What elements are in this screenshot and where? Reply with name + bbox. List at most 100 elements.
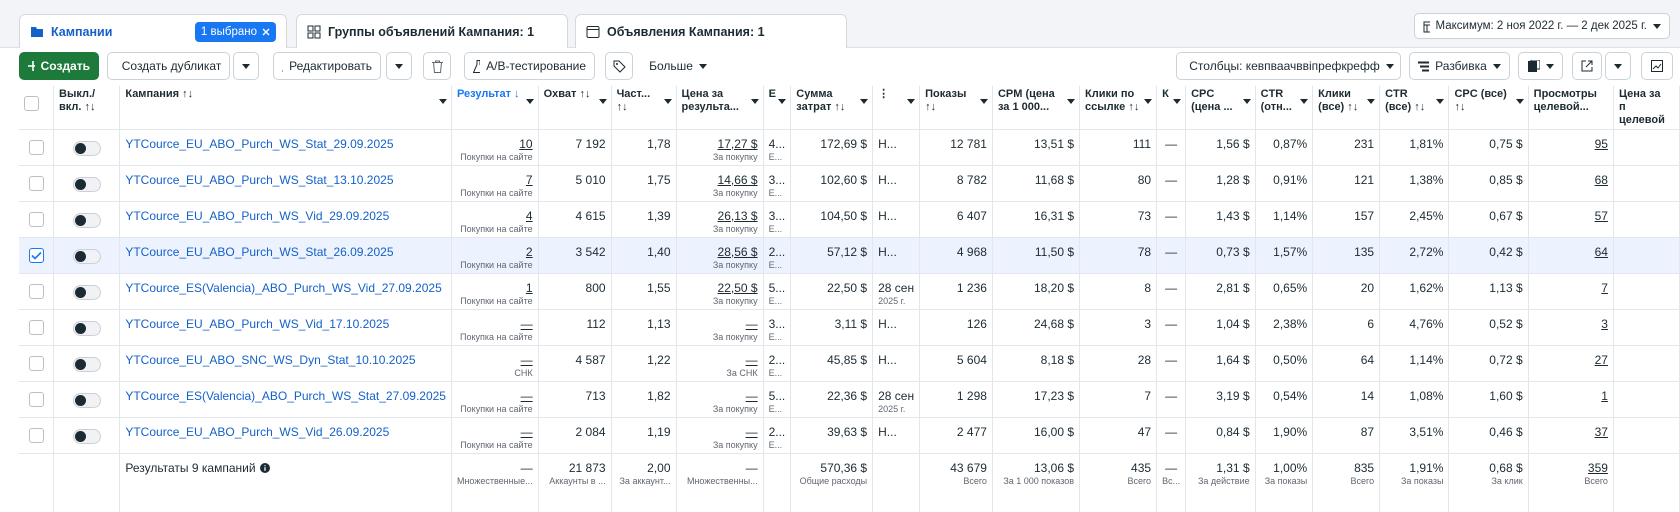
edit-button[interactable]: Редактировать: [273, 52, 381, 80]
campaign-name[interactable]: YTCource_EU_ABO_Purch_WS_Vid_29.09.2025: [125, 209, 390, 223]
column-header[interactable]: Клики по ссылке ↑↓: [1085, 88, 1140, 113]
column-header[interactable]: Е: [768, 88, 776, 100]
cell: 4 Покупки на сайте: [451, 201, 539, 238]
export-menu[interactable]: [1605, 52, 1631, 80]
cell: YTCource_ES(Valencia)_ABO_Purch_WS_Stat_…: [119, 381, 452, 418]
edit-menu[interactable]: [386, 52, 412, 80]
checkbox[interactable]: [28, 392, 44, 407]
cell: 1,31 $ За действие: [1185, 453, 1256, 512]
cell: Н...: [872, 309, 921, 346]
toggle[interactable]: [72, 177, 101, 192]
cell-value: 28 сен: [878, 389, 915, 403]
checkbox[interactable]: [28, 284, 44, 299]
caret: [1300, 99, 1309, 104]
ads-tab[interactable]: Объявления Кампания: 1: [575, 14, 847, 48]
duplicate-button[interactable]: Создать дубликат: [107, 52, 230, 80]
toggle[interactable]: [72, 393, 101, 408]
ab-test-button[interactable]: A/B-тестирование: [464, 52, 595, 80]
toggle[interactable]: [72, 429, 101, 444]
column-header[interactable]: Цена за результа...: [681, 88, 739, 113]
adsets-tab[interactable]: Группы объявлений Кампания: 1: [296, 14, 568, 48]
checkbox[interactable]: [28, 428, 44, 443]
cell-value: 0,46 $: [1489, 425, 1523, 439]
cell-subtext: Е...: [768, 404, 783, 414]
column-header[interactable]: Результат ↓: [456, 88, 520, 100]
cell: YTCource_EU_ABO_Purch_WS_Vid_17.10.2025: [119, 309, 452, 346]
campaign-name[interactable]: YTCource_EU_ABO_Purch_WS_Stat_26.09.2025: [125, 245, 394, 259]
cell-value: 0,85 $: [1489, 173, 1523, 187]
cell-value: 1,78: [647, 137, 671, 151]
reports-button[interactable]: [1518, 52, 1563, 80]
cell-value: 121: [1354, 173, 1375, 187]
cell: — Вс...: [1156, 453, 1187, 512]
export-button[interactable]: [1572, 52, 1602, 80]
cell-value: 95: [1594, 137, 1608, 151]
cell: 102,60 $: [790, 165, 874, 202]
column-header[interactable]: Цена за п целевой: [1618, 88, 1665, 126]
checkbox[interactable]: [28, 140, 44, 155]
column-header[interactable]: Сумма затрат ↑↓: [796, 88, 846, 113]
duplicate-menu[interactable]: [233, 52, 259, 80]
tab-bar: Кампании 1 выбрано Группы объявлений Кам…: [0, 0, 1680, 48]
column-header[interactable]: CTR (все) ↑↓: [1385, 88, 1426, 113]
checkbox[interactable]: [28, 176, 44, 191]
campaign-name[interactable]: YTCource_EU_ABO_Purch_WS_Stat_29.09.2025: [125, 137, 394, 151]
cell: 0,67 $: [1448, 201, 1529, 238]
campaign-name[interactable]: YTCource_ES(Valencia)_ABO_Purch_WS_Stat_…: [125, 389, 446, 403]
create-button[interactable]: Создать: [19, 52, 99, 80]
checkbox[interactable]: [28, 320, 44, 335]
column-header[interactable]: Кампания ↑↓: [125, 88, 194, 100]
cell: 1,75: [611, 165, 677, 202]
badge-label: 1 выбрано: [200, 25, 257, 38]
checkbox[interactable]: [24, 96, 39, 111]
toggle[interactable]: [72, 285, 101, 300]
tag-button[interactable]: [605, 52, 633, 80]
delete-button[interactable]: [423, 52, 451, 80]
tab-label: Группы объявлений Кампания: 1: [328, 24, 535, 39]
campaign-name[interactable]: YTCource_EU_ABO_Purch_WS_Vid_26.09.2025: [125, 425, 390, 439]
column-header[interactable]: CTR (отн...: [1260, 88, 1292, 113]
column-header[interactable]: CPC (цена ...: [1191, 88, 1233, 113]
column-header[interactable]: Част... ↑↓: [616, 88, 651, 113]
more-button[interactable]: Больше: [643, 52, 713, 80]
header-cell: CPC (все) ↑↓: [1448, 86, 1529, 130]
cell-value: 11,68 $: [1034, 173, 1075, 187]
cell-subtext: 2025 г.: [878, 296, 906, 306]
cell-subtext: Аккаунты в ...: [549, 476, 606, 486]
selection-badge[interactable]: 1 выбрано: [194, 21, 276, 42]
campaign-name[interactable]: YTCource_ES(Valencia)_ABO_Purch_WS_Vid_2…: [125, 281, 442, 295]
toggle[interactable]: [72, 249, 101, 264]
cell-subtext: Покупки на сайте: [460, 296, 533, 306]
totals-text: Результаты 9 кампаний: [125, 461, 256, 475]
cell: 1,57%: [1255, 237, 1314, 274]
column-header[interactable]: CPM (цена за 1 000...: [997, 88, 1055, 113]
toggle[interactable]: [72, 321, 101, 336]
campaign-name[interactable]: YTCource_EU_ABO_Purch_WS_Vid_17.10.2025: [125, 317, 390, 331]
column-header[interactable]: Просмотры целевой...: [1533, 88, 1597, 113]
checkbox[interactable]: [28, 212, 44, 227]
chart-button[interactable]: [1641, 52, 1673, 80]
cell-subtext: За показы: [1264, 476, 1308, 486]
date-picker[interactable]: Максимум: 2 ноя 2022 г. — 2 дек 2025 г.: [1414, 13, 1670, 39]
cell: [1613, 237, 1680, 274]
toggle[interactable]: [72, 357, 101, 372]
campaign-name[interactable]: YTCource_EU_ABO_Purch_WS_Stat_13.10.2025: [125, 173, 394, 187]
column-header[interactable]: Охват ↑↓: [543, 88, 591, 100]
checkbox[interactable]: [28, 248, 44, 263]
columns-button[interactable]: Столбцы: кевпваачввіпрефкрефф: [1176, 52, 1401, 80]
column-header[interactable]: Клики (все) ↑↓: [1318, 88, 1359, 113]
toggle[interactable]: [72, 141, 101, 156]
column-header[interactable]: ⋮: [878, 88, 890, 100]
cell: —: [1156, 129, 1187, 166]
campaigns-tab[interactable]: Кампании 1 выбрано: [19, 14, 287, 48]
toggle[interactable]: [72, 213, 101, 228]
column-header[interactable]: Выкл./ вкл. ↑↓: [59, 88, 96, 113]
column-header[interactable]: К: [1162, 88, 1169, 100]
breakdown-button[interactable]: Разбивка: [1409, 52, 1510, 80]
column-header[interactable]: CPC (все) ↑↓: [1454, 88, 1507, 113]
column-header[interactable]: Показы ↑↓: [925, 88, 967, 113]
campaign-name[interactable]: YTCource_EU_ABO_SNC_WS_Dyn_Stat_10.10.20…: [125, 353, 416, 367]
header-cell: Сумма затрат ↑↓: [790, 86, 874, 130]
cell-subtext: Множественные...: [456, 476, 533, 486]
checkbox[interactable]: [28, 356, 44, 371]
